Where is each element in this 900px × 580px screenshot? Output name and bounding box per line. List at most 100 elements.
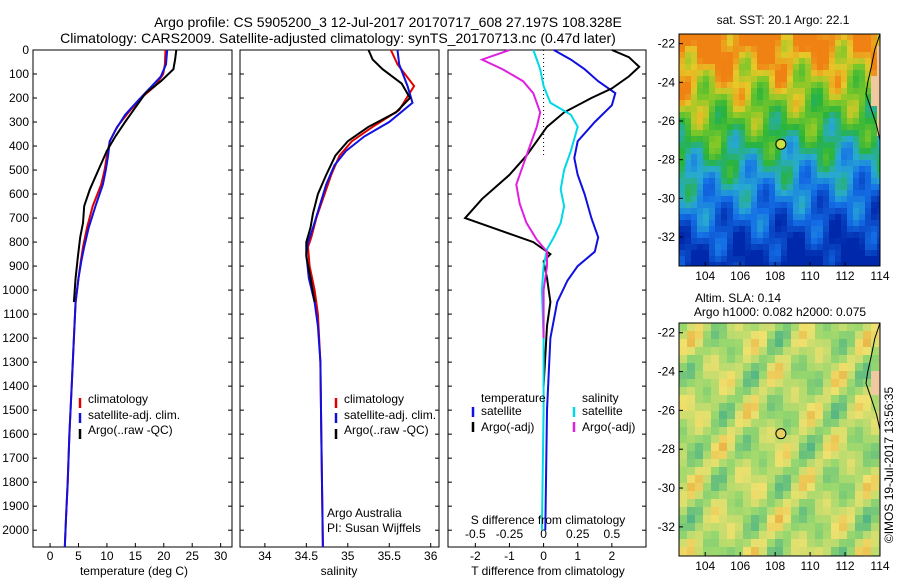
- heatmap-cell: [751, 339, 759, 347]
- heatmap-cell: [739, 52, 745, 58]
- heatmap-cell: [859, 184, 865, 190]
- heatmap-cell: [793, 34, 799, 40]
- heatmap-cell: [691, 94, 697, 100]
- series-line-argo---raw--qc-: [72, 49, 178, 303]
- heatmap-cell: [863, 467, 871, 475]
- heatmap-cell: [859, 58, 865, 64]
- plot-frame: [239, 49, 440, 548]
- heatmap-cell: [687, 323, 695, 331]
- heatmap-cell: [697, 196, 703, 202]
- heatmap-cell: [767, 419, 775, 427]
- heatmap-cell: [697, 238, 703, 244]
- heatmap-cell: [721, 112, 727, 118]
- heatmap-cell: [855, 403, 863, 411]
- heatmap-cell: [721, 94, 727, 100]
- heatmap-cell: [805, 238, 811, 244]
- heatmap-cell: [831, 467, 839, 475]
- heatmap-cell: [847, 411, 855, 419]
- heatmap-cell: [787, 52, 793, 58]
- heatmap-cell: [763, 232, 769, 238]
- heatmap-cell: [751, 76, 757, 82]
- heatmap-cell: [787, 40, 793, 46]
- heatmap-cell: [751, 160, 757, 166]
- heatmap-cell: [727, 220, 733, 226]
- heatmap-cell: [805, 46, 811, 52]
- heatmap-cell: [829, 262, 835, 266]
- heatmap-cell: [727, 539, 735, 547]
- heatmap-cell: [703, 34, 709, 40]
- heatmap-cell: [757, 160, 763, 166]
- heatmap-cell: [863, 443, 871, 451]
- heatmap-cell: [835, 238, 841, 244]
- heatmap-cell: [727, 363, 735, 371]
- heatmap-cell: [859, 118, 865, 124]
- heatmap-cell: [685, 142, 691, 148]
- heatmap-cell: [847, 443, 855, 451]
- heatmap-cell: [817, 40, 823, 46]
- heatmap-cell: [823, 118, 829, 124]
- heatmap-cell: [697, 214, 703, 220]
- heatmap-cell: [865, 214, 871, 220]
- heatmap-cell: [719, 475, 727, 483]
- heatmap-cell: [727, 250, 733, 256]
- heatmap-cell: [823, 347, 831, 355]
- heatmap-cell: [835, 256, 841, 262]
- heatmap-cell: [727, 94, 733, 100]
- heatmap-cell: [751, 196, 757, 202]
- heatmap-cell: [811, 196, 817, 202]
- heatmap-cell: [799, 202, 805, 208]
- heatmap-cell: [721, 70, 727, 76]
- heatmap-cell: [679, 499, 687, 507]
- heatmap-cell: [735, 515, 743, 523]
- heatmap-cell: [791, 387, 799, 395]
- heatmap-cell: [787, 196, 793, 202]
- heatmap-cell: [685, 202, 691, 208]
- heatmap-cell: [871, 94, 877, 100]
- heatmap-cell: [739, 214, 745, 220]
- heatmap-cell: [687, 491, 695, 499]
- heatmap-cell: [719, 371, 727, 379]
- heatmap-cell: [703, 256, 709, 262]
- heatmap-cell: [871, 379, 879, 387]
- heatmap-cell: [709, 70, 715, 76]
- heatmap-cell: [751, 238, 757, 244]
- heatmap-cell: [775, 475, 783, 483]
- heatmap-cell: [757, 244, 763, 250]
- heatmap-cell: [697, 94, 703, 100]
- heatmap-cell: [799, 387, 807, 395]
- heatmap-cell: [679, 427, 687, 435]
- heatmap-cell: [871, 339, 879, 347]
- heatmap-cell: [871, 88, 877, 94]
- heatmap-cell: [739, 112, 745, 118]
- heatmap-cell: [715, 214, 721, 220]
- heatmap-cell: [839, 347, 847, 355]
- heatmap-cell: [757, 58, 763, 64]
- heatmap-cell: [793, 196, 799, 202]
- heatmap-cell: [829, 160, 835, 166]
- heatmap-cell: [751, 190, 757, 196]
- heatmap-cell: [829, 208, 835, 214]
- heatmap-cell: [877, 70, 880, 76]
- heatmap-cell: [853, 64, 859, 70]
- sla-map-title-line1: Altim. SLA: 0.14: [695, 291, 781, 305]
- heatmap-cell: [871, 531, 879, 539]
- heatmap-cell: [865, 202, 871, 208]
- heatmap-cell: [709, 178, 715, 184]
- heatmap-cell: [823, 250, 829, 256]
- x-tick-label-top: -0.25: [496, 527, 524, 541]
- heatmap-cell: [679, 106, 685, 112]
- heatmap-cell: [799, 539, 807, 547]
- heatmap-cell: [719, 339, 727, 347]
- heatmap-cell: [759, 539, 767, 547]
- heatmap-cell: [679, 443, 687, 451]
- heatmap-cell: [815, 355, 823, 363]
- x-tick-label: 35.5: [378, 549, 402, 563]
- heatmap-cell: [727, 435, 735, 443]
- heatmap-cell: [759, 523, 767, 531]
- imos-watermark: ©IMOS 19-Jul-2017 13:56:35: [882, 387, 896, 544]
- series-line-satellite-adj--clim-: [63, 49, 169, 548]
- heatmap-cell: [831, 531, 839, 539]
- heatmap-cell: [829, 34, 835, 40]
- sst-map-title: sat. SST: 20.1 Argo: 22.1: [717, 13, 850, 27]
- heatmap-cell: [715, 112, 721, 118]
